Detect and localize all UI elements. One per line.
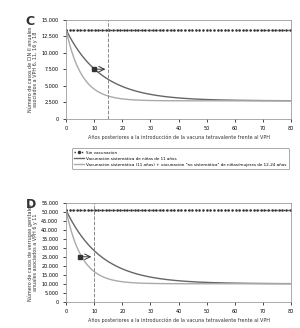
Text: D: D <box>26 198 36 211</box>
Legend: Sin vacunación, Vacunación sistemática de niñas de 11 años, Vacunación sistemáti: Sin vacunación, Vacunación sistemática d… <box>72 149 289 169</box>
Text: C: C <box>26 15 34 28</box>
X-axis label: Años posteriores a la introducción de la vacuna tetravalente frente al VPH: Años posteriores a la introducción de la… <box>88 317 269 323</box>
Y-axis label: Número de casos de verrugas genitales
anuales asociados a VPH 6 y 11: Número de casos de verrugas genitales an… <box>27 204 38 301</box>
Y-axis label: Número de casos de CIN II anuales
asociados a VPH 6, 11, 16 y 18: Número de casos de CIN II anuales asocia… <box>28 27 38 112</box>
X-axis label: Años posteriores a la introducción de la vacuna tetravalente frente al VPH: Años posteriores a la introducción de la… <box>88 134 269 140</box>
